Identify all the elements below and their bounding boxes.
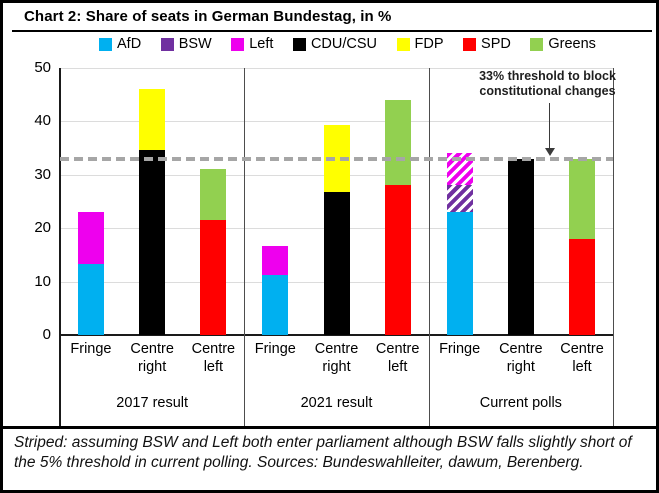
y-tick-label: 40 <box>34 112 51 130</box>
group-label: 2021 result <box>300 395 373 411</box>
legend-item-cducsu: CDU/CSU <box>292 36 377 52</box>
threshold-dashed-line <box>60 157 613 161</box>
gridline <box>60 68 613 69</box>
plot-right-border <box>613 68 614 427</box>
footnote-divider <box>3 426 656 429</box>
x-axis-line <box>60 334 613 336</box>
y-tick-label: 30 <box>34 165 51 183</box>
legend-label: AfD <box>117 36 142 52</box>
group-divider <box>244 68 246 427</box>
legend-label: BSW <box>178 36 212 52</box>
annotation-arrow-head-icon <box>545 148 555 156</box>
chart-title: Chart 2: Share of seats in German Bundes… <box>24 8 392 25</box>
bar-segment-spd <box>384 185 411 335</box>
threshold-annotation-line2: constitutional changes <box>479 84 616 98</box>
threshold-annotation-line1: 33% threshold to block <box>479 69 616 83</box>
bar-segment-cducsu <box>139 149 166 335</box>
bar-segment-left <box>77 212 104 264</box>
legend-swatch-icon <box>160 37 174 51</box>
group-label: 2017 result <box>116 395 189 411</box>
category-label: Centre right <box>130 341 174 375</box>
category-label: Centre left <box>560 341 604 375</box>
bar-segment-spd <box>569 238 596 335</box>
bar-segment-bsw <box>446 185 473 213</box>
bar-segment-greens <box>200 168 227 220</box>
y-tick-label: 0 <box>42 326 51 343</box>
title-rule <box>12 30 652 32</box>
group-divider <box>428 68 430 427</box>
bar-segment-spd <box>200 219 227 335</box>
legend: AfD BSW Left CDU/CSU FDP SPD Greens <box>99 35 596 53</box>
y-axis-line <box>59 68 61 427</box>
category-label: Centre left <box>375 341 420 375</box>
bar-segment-afd <box>446 212 473 335</box>
bar-segment-afd <box>77 263 104 335</box>
bar-segment-greens <box>384 99 411 186</box>
category-label: Centre left <box>191 341 236 375</box>
y-tick-label: 20 <box>34 219 51 237</box>
bar-segment-fdp <box>139 89 166 150</box>
y-tick-label: 50 <box>34 59 51 76</box>
legend-label: FDP <box>414 36 444 52</box>
category-label: Centre right <box>499 341 543 375</box>
legend-swatch-icon <box>463 37 477 51</box>
legend-item-spd: SPD <box>463 36 511 52</box>
gridline <box>60 121 613 123</box>
bar-segment-afd <box>262 274 289 335</box>
legend-item-afd: AfD <box>99 36 141 52</box>
bar-segment-greens <box>569 158 596 239</box>
legend-swatch-icon <box>231 37 245 51</box>
footnote-text: Striped: assuming BSW and Left both ente… <box>14 434 632 471</box>
group-label: Current polls <box>479 395 562 411</box>
legend-label: Left <box>249 36 274 52</box>
threshold-annotation: 33% threshold to block constitutional ch… <box>465 69 630 99</box>
category-label: Fringe <box>254 341 296 357</box>
legend-item-bsw: BSW <box>160 36 212 52</box>
bar-segment-left <box>262 246 289 275</box>
legend-item-left: Left <box>231 36 273 52</box>
legend-swatch-icon <box>99 37 112 51</box>
category-label: Fringe <box>439 341 481 357</box>
legend-swatch-icon <box>396 37 410 51</box>
category-label: Fringe <box>70 341 112 357</box>
y-tick-label: 10 <box>34 272 51 290</box>
legend-swatch-icon <box>292 37 306 51</box>
legend-label: Greens <box>548 36 596 52</box>
bar-segment-cducsu <box>323 191 350 335</box>
legend-swatch-icon <box>530 37 544 51</box>
category-label: Centre right <box>314 341 359 375</box>
legend-label: SPD <box>481 36 511 52</box>
legend-item-greens: Greens <box>530 36 596 52</box>
legend-label: CDU/CSU <box>310 36 377 52</box>
legend-item-fdp: FDP <box>396 36 444 52</box>
bar-segment-cducsu <box>507 158 534 335</box>
annotation-arrow-stem <box>549 103 550 148</box>
